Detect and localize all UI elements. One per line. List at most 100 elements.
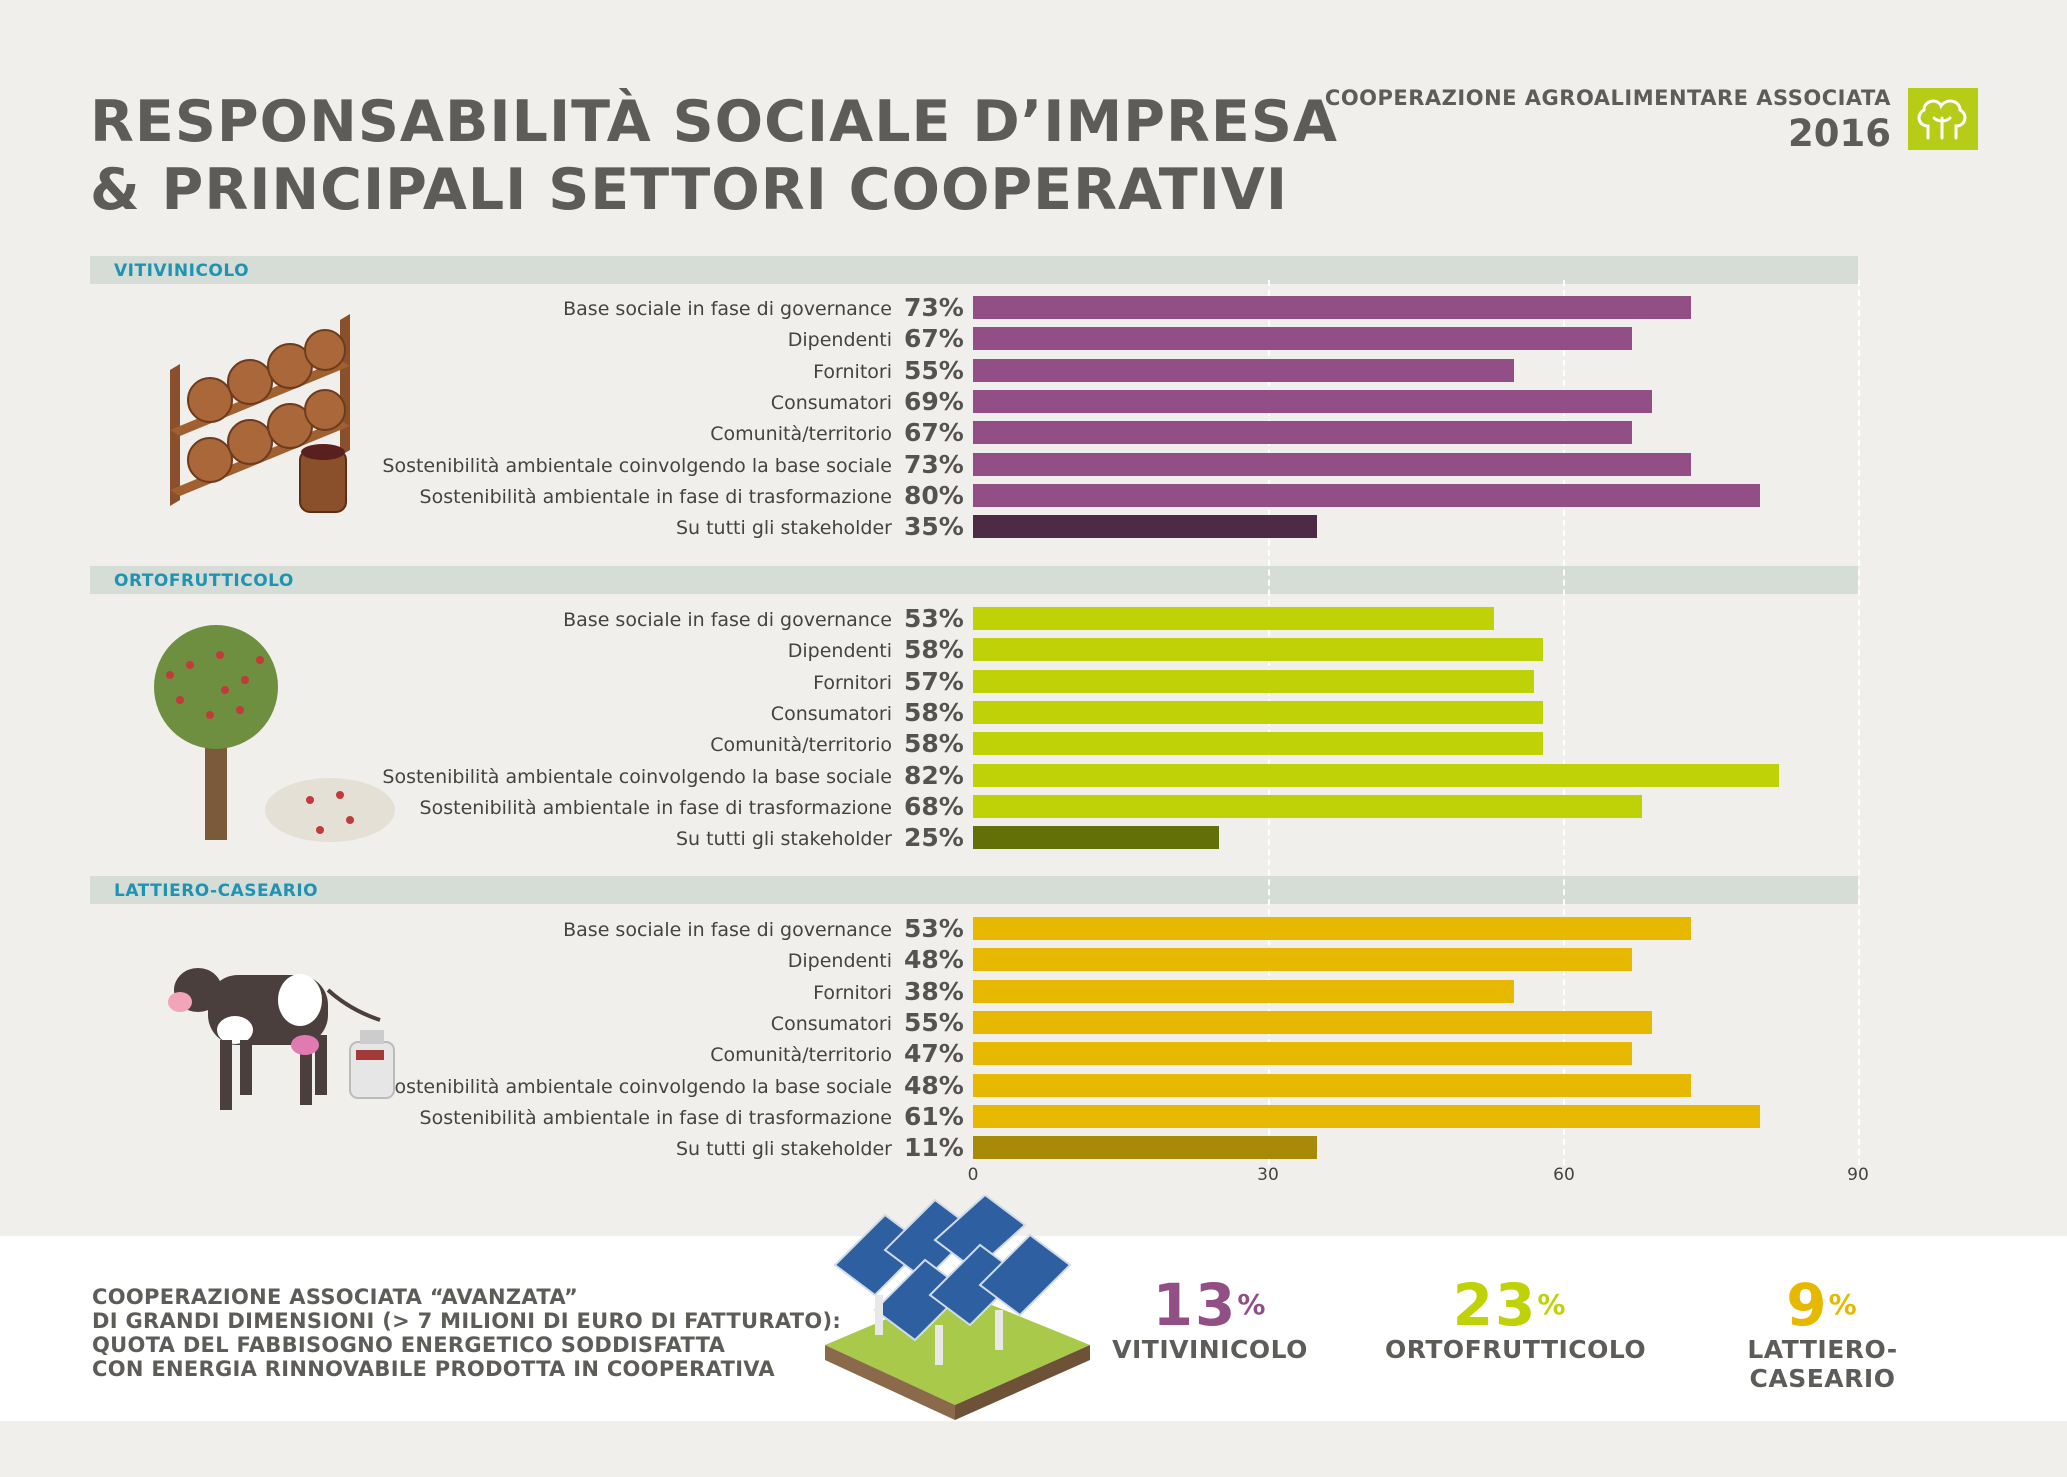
- category-label: Fornitori: [813, 360, 892, 383]
- title-line-1: RESPONSABILITÀ SOCIALE D’IMPRESA: [90, 89, 1339, 155]
- bar: [973, 1104, 1760, 1128]
- org-year: 2016: [1788, 112, 1891, 155]
- tree-logo-icon: [1908, 88, 1978, 150]
- data-label: 58%: [904, 697, 964, 727]
- bar: [973, 483, 1760, 507]
- bar: [973, 1136, 1318, 1160]
- bar: [973, 1042, 1632, 1066]
- bar: [973, 700, 1544, 724]
- energy-stat-ortofrutticolo: 23% ORTOFRUTTICOLO: [1385, 1275, 1646, 1364]
- bar: [973, 1073, 1691, 1097]
- data-label: 48%: [904, 1070, 964, 1100]
- category-label: Comunità/territorio: [710, 1044, 892, 1067]
- gridline: [1858, 280, 1860, 1165]
- category-label: Sostenibilità ambientale in fase di tras…: [419, 1106, 892, 1129]
- bar: [973, 358, 1514, 382]
- data-label: 73%: [904, 293, 964, 322]
- bar: [973, 389, 1652, 413]
- data-label: 82%: [904, 760, 964, 790]
- bar: [973, 327, 1632, 351]
- stat-unit: %: [1537, 1288, 1568, 1321]
- bar: [973, 515, 1318, 539]
- section-title: ORTOFRUTTICOLO: [114, 571, 294, 591]
- category-label: Fornitori: [813, 671, 892, 694]
- category-label: Consumatori: [770, 702, 892, 725]
- category-label: Sostenibilità ambientale coinvolgendo la…: [382, 765, 892, 788]
- section-band-lattiero-caseario: LATTIERO-CASEARIO: [90, 876, 1858, 904]
- x-tick-label: 90: [1847, 1165, 1869, 1185]
- category-label: Su tutti gli stakeholder: [675, 1138, 892, 1161]
- cow-icon: [168, 968, 395, 1110]
- energy-stat-lattiero-caseario: 9% LATTIERO-CASEARIO: [1680, 1275, 1965, 1393]
- stat-value: 23: [1452, 1271, 1538, 1339]
- bar: [973, 1010, 1652, 1034]
- stat-label: VITIVINICOLO: [1112, 1335, 1308, 1364]
- energy-text-line: COOPERAZIONE ASSOCIATA “AVANZATA”: [92, 1285, 579, 1309]
- bar: [973, 979, 1514, 1003]
- x-tick-label: 60: [1553, 1165, 1575, 1185]
- category-label: Comunità/territorio: [710, 423, 892, 446]
- section-title: VITIVINICOLO: [114, 261, 250, 281]
- stat-value: 13: [1152, 1271, 1238, 1339]
- energy-text-line: QUOTA DEL FABBISOGNO ENERGETICO SODDISFA…: [92, 1333, 726, 1357]
- x-tick-label: 0: [967, 1165, 979, 1185]
- bar: [973, 421, 1632, 445]
- data-label: 35%: [904, 512, 964, 542]
- data-label: 67%: [904, 418, 964, 448]
- stat-unit: %: [1828, 1288, 1859, 1321]
- data-label: 58%: [904, 729, 964, 759]
- category-label: Sostenibilità ambientale in fase di tras…: [419, 796, 892, 819]
- category-label: Comunità/territorio: [710, 734, 892, 757]
- data-label: 55%: [904, 1007, 964, 1037]
- data-label: 67%: [904, 324, 964, 354]
- data-label: 69%: [904, 386, 964, 416]
- bar: [973, 732, 1544, 756]
- stat-label: LATTIERO-CASEARIO: [1747, 1335, 1898, 1393]
- stat-value: 9: [1786, 1271, 1829, 1339]
- category-label: Dipendenti: [787, 950, 892, 973]
- bar: [973, 669, 1534, 693]
- data-label: 68%: [904, 791, 964, 821]
- data-label: 25%: [904, 823, 964, 853]
- section-band-vitivinicolo: VITIVINICOLO: [90, 256, 1858, 284]
- category-label: Consumatori: [770, 1012, 892, 1035]
- bar: [973, 607, 1495, 630]
- title-line-2: & PRINCIPALI SETTORI COOPERATIVI: [90, 157, 1289, 223]
- energy-description: COOPERAZIONE ASSOCIATA “AVANZATA” DI GRA…: [92, 1285, 841, 1381]
- bar: [973, 638, 1544, 662]
- data-label: 53%: [904, 914, 964, 943]
- energy-text-line: DI GRANDI DIMENSIONI (> 7 MILIONI DI EUR…: [92, 1309, 842, 1333]
- section-band-ortofrutticolo: ORTOFRUTTICOLO: [90, 566, 1858, 594]
- x-tick-label: 30: [1257, 1165, 1279, 1185]
- category-label: Base sociale in fase di governance: [563, 919, 892, 941]
- data-label: 48%: [904, 945, 964, 975]
- category-label: Consumatori: [770, 391, 892, 414]
- bar: [973, 763, 1780, 787]
- bar: [973, 296, 1691, 319]
- category-label: Base sociale in fase di governance: [563, 298, 892, 320]
- energy-stat-vitivinicolo: 13% VITIVINICOLO: [1110, 1275, 1310, 1364]
- page-title: RESPONSABILITÀ SOCIALE D’IMPRESA & PRINC…: [90, 88, 1338, 224]
- data-label: 80%: [904, 480, 964, 510]
- data-label: 61%: [904, 1101, 964, 1131]
- stat-unit: %: [1237, 1288, 1268, 1321]
- wine-barrels-icon: [170, 314, 350, 513]
- data-label: 57%: [904, 666, 964, 696]
- solar-panels-icon: [825, 1195, 1090, 1420]
- bar: [973, 794, 1642, 818]
- data-label: 53%: [904, 604, 964, 633]
- category-label: Sostenibilità ambientale in fase di tras…: [419, 485, 892, 508]
- category-label: Dipendenti: [787, 329, 892, 352]
- category-label: Fornitori: [813, 981, 892, 1004]
- fruit-tree-icon: [154, 625, 395, 842]
- data-label: 55%: [904, 355, 964, 385]
- energy-text-line: CON ENERGIA RINNOVABILE PRODOTTA IN COOP…: [92, 1357, 775, 1381]
- category-label: Base sociale in fase di governance: [563, 609, 892, 631]
- data-label: 58%: [904, 635, 964, 665]
- category-label: Su tutti gli stakeholder: [675, 517, 892, 540]
- bar: [973, 948, 1632, 972]
- bar: [973, 452, 1691, 476]
- category-label: Sostenibilità ambientale coinvolgendo la…: [382, 454, 892, 477]
- category-label: Dipendenti: [787, 640, 892, 663]
- data-label: 47%: [904, 1039, 964, 1069]
